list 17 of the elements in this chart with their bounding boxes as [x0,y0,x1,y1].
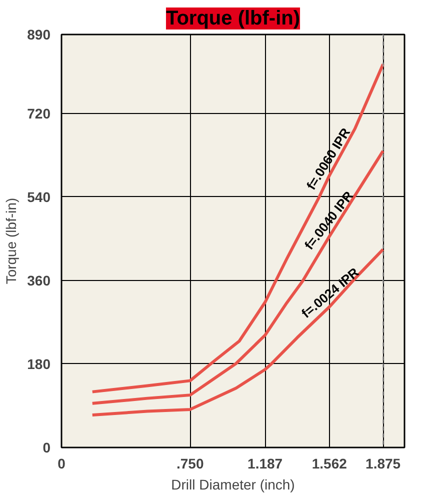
y-tick-label: 360 [27,272,51,288]
chart-title: Torque (lbf-in) [166,8,300,30]
y-tick-label: 540 [27,188,51,205]
y-tick-label: 0 [42,440,51,456]
y-tick-label: 180 [27,356,51,372]
x-tick-label: .750 [176,456,204,472]
x-tick-label: 1.875 [366,456,401,472]
y-tick-label: 720 [27,105,51,122]
line-series [90,248,385,417]
line-series [90,149,385,405]
y-axis-title: Torque (lbf-in) [3,198,20,284]
x-tick-label: 1.562 [312,456,348,472]
x-axis-title: Drill Diameter (inch) [171,476,295,492]
x-tick-label: 1.187 [248,456,283,472]
line-series [90,62,385,394]
y-tick-label: 890 [27,26,51,42]
x-tick-label: 0 [58,456,66,472]
